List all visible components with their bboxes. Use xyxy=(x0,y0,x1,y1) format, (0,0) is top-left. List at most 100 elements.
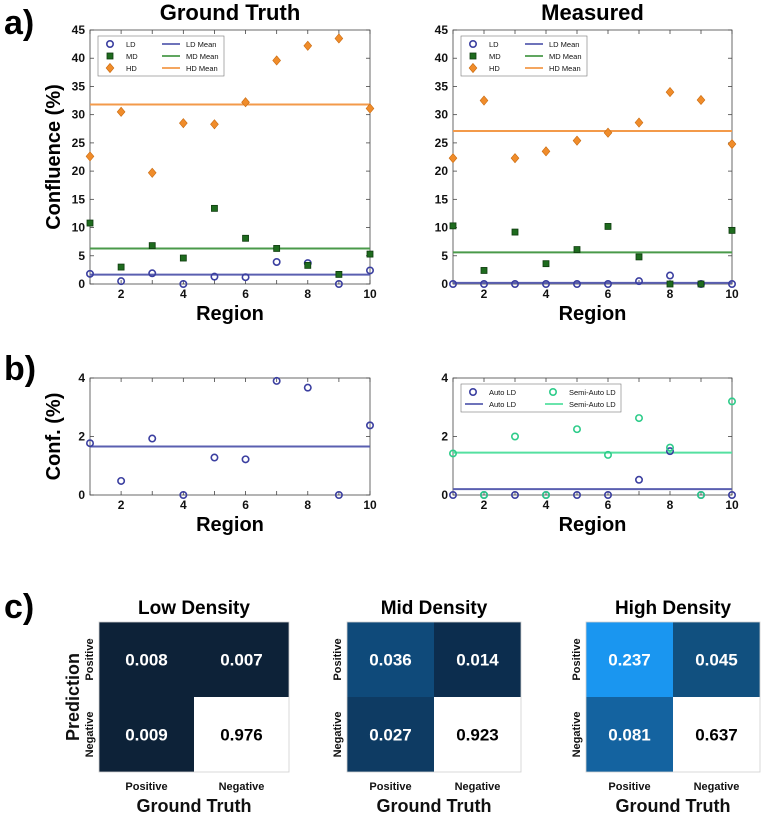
legend-label: LD xyxy=(489,40,499,49)
point-semi-auto-ld xyxy=(603,450,612,459)
heatmap-x-axis-label: Ground Truth xyxy=(377,796,492,816)
y-tick-label: 45 xyxy=(435,23,449,37)
x-axis-label: Region xyxy=(196,514,264,536)
point-hd xyxy=(334,33,344,44)
legend-marker xyxy=(469,52,477,60)
chart-b-ground-truth: 0 2 4 2 4 6 8 10 Region Conf. (%) xyxy=(43,371,377,536)
point-ld xyxy=(179,279,188,288)
point-md xyxy=(666,280,674,288)
y-tick-label: 30 xyxy=(435,108,449,122)
y-tick-label: 40 xyxy=(435,51,449,65)
point-semi-auto-ld xyxy=(541,490,550,499)
y-tick-label: 15 xyxy=(435,192,449,206)
heatmap-cell-value: 0.081 xyxy=(608,726,651,745)
legend-label: MD xyxy=(126,52,138,61)
legend-box xyxy=(460,35,588,77)
point-hd xyxy=(727,138,737,150)
legend-label: Semi-Auto LD xyxy=(569,388,616,397)
heatmap-cell xyxy=(434,622,521,697)
point-ld xyxy=(86,439,95,448)
heatmap-col-label: Negative xyxy=(455,781,501,793)
y-tick-label: 40 xyxy=(72,51,86,65)
x-axis-label: Region xyxy=(559,514,627,536)
point-md xyxy=(480,267,488,274)
x-tick-label: 8 xyxy=(667,498,674,512)
point-semi-auto-ld xyxy=(696,490,705,499)
point-auto-ld xyxy=(572,490,581,499)
legend-marker xyxy=(106,52,114,60)
point-ld xyxy=(334,279,343,288)
point-md xyxy=(148,242,156,250)
x-tick-label: 4 xyxy=(543,498,550,512)
y-tick-label: 5 xyxy=(441,249,448,263)
heatmap-row-label: Negative xyxy=(84,712,96,758)
point-auto-ld xyxy=(510,490,519,499)
legend-marker xyxy=(106,39,115,48)
x-tick-label: 8 xyxy=(667,287,674,301)
point-auto-ld xyxy=(448,490,457,499)
point-hd xyxy=(365,103,375,114)
heatmap-cell-value: 0.036 xyxy=(369,651,412,670)
heatmap-cell-value: 0.008 xyxy=(125,651,168,670)
legend-label: Semi-Auto LD xyxy=(569,400,616,409)
legend-label: MD xyxy=(489,52,501,61)
legend-marker xyxy=(548,387,557,396)
point-ld xyxy=(117,277,126,286)
legend: LD LD Mean MD MD Mean HD HD Mean xyxy=(97,35,225,77)
x-tick-label: 2 xyxy=(481,287,488,301)
y-tick-label: 20 xyxy=(435,164,449,178)
heatmap-cell-value: 0.007 xyxy=(220,651,263,670)
point-md xyxy=(449,222,457,230)
plot-area xyxy=(89,377,371,496)
heatmap-row-label: Negative xyxy=(571,712,583,758)
heatmap-cell xyxy=(347,622,434,697)
legend-marker xyxy=(468,39,477,48)
point-md xyxy=(242,234,249,242)
point-hd xyxy=(303,40,313,51)
heatmap-title: High Density xyxy=(615,598,732,619)
point-ld xyxy=(241,273,250,282)
x-tick-label: 8 xyxy=(304,498,311,512)
y-tick-label: 0 xyxy=(78,277,85,291)
heatmap-title: Low Density xyxy=(138,598,250,619)
y-tick-label: 2 xyxy=(78,430,85,444)
point-ld xyxy=(603,279,612,288)
point-auto-ld xyxy=(665,447,674,456)
point-ld xyxy=(510,279,519,288)
point-ld xyxy=(210,272,219,281)
chart-title: Measured xyxy=(541,0,644,25)
heatmap-c-high: High Density 0.237 0.045 0.081 0.637 Positive… xyxy=(571,598,761,816)
point-ld xyxy=(148,434,157,443)
heatmap-x-axis-label: Ground Truth xyxy=(137,796,252,816)
point-ld xyxy=(634,277,643,286)
point-md xyxy=(273,245,281,252)
x-tick-label: 6 xyxy=(242,498,249,512)
legend-box xyxy=(460,383,622,413)
y-tick-label: 45 xyxy=(72,23,86,37)
point-semi-auto-ld xyxy=(572,425,581,434)
point-md xyxy=(635,253,643,261)
y-tick-label: 25 xyxy=(435,136,449,150)
point-ld xyxy=(241,455,250,464)
x-tick-label: 4 xyxy=(543,287,550,301)
point-ld xyxy=(541,279,550,288)
heatmap-border xyxy=(98,621,290,773)
x-axis-label: Region xyxy=(559,303,627,325)
point-semi-auto-ld xyxy=(448,449,457,458)
heatmap-cell xyxy=(586,697,673,772)
heatmap-row-label: Positive xyxy=(332,638,344,680)
panel-label-b: b) xyxy=(4,350,36,388)
y-tick-label: 10 xyxy=(435,221,449,235)
point-ld xyxy=(365,266,374,275)
point-ld xyxy=(272,257,281,266)
y-tick-label: 10 xyxy=(72,221,86,235)
x-tick-label: 2 xyxy=(118,287,125,301)
panel-label-c: c) xyxy=(4,588,34,626)
chart-a-measured: Measured 0 5 10 15 20 25 30 35 40 45 2 4 6 8 10 Region LD… xyxy=(435,0,739,325)
x-tick-label: 2 xyxy=(118,498,125,512)
y-tick-label: 2 xyxy=(441,430,448,444)
heatmap-cell xyxy=(347,697,434,772)
x-tick-label: 8 xyxy=(304,287,311,301)
